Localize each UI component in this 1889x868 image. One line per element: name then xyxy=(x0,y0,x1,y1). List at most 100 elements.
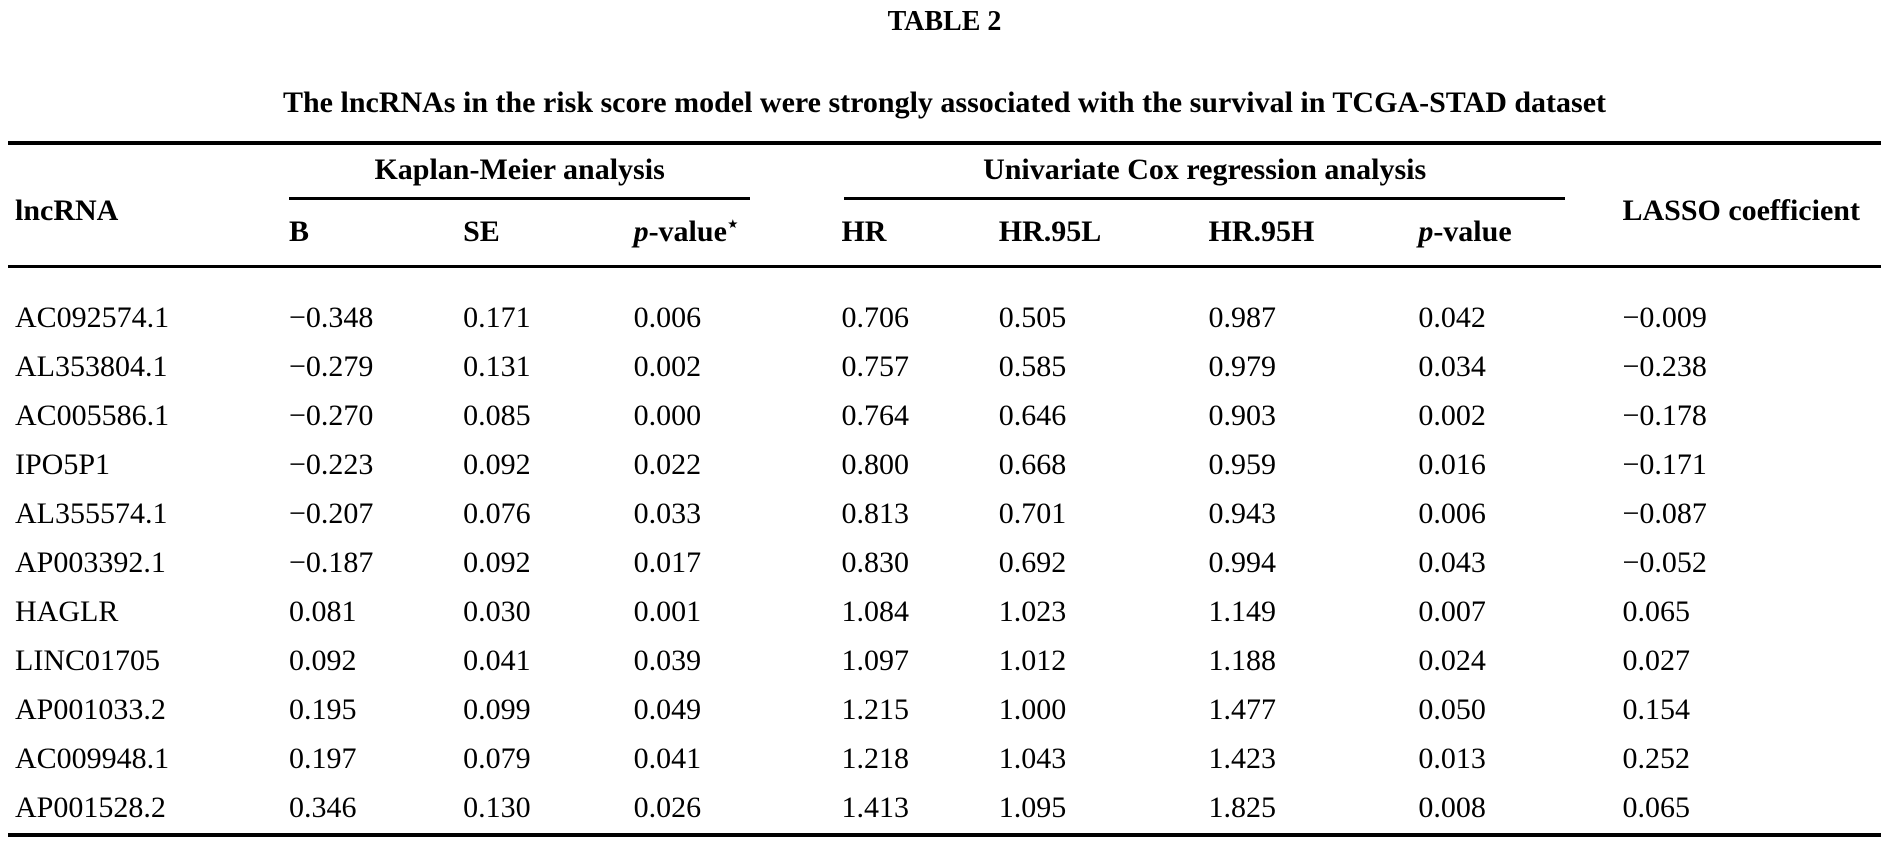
cell-hr95h: 1.477 xyxy=(1208,693,1277,726)
cell-b: 0.081 xyxy=(288,595,357,628)
table-row: LINC01705 0.092 0.041 0.039 1.097 1.012 … xyxy=(8,637,1881,686)
cell-hr95l: 0.585 xyxy=(998,350,1067,383)
cell-hr95h: 0.943 xyxy=(1208,497,1277,530)
cell-lasso-coefficient: −0.171 xyxy=(1622,448,1707,481)
cell-hr95l: 1.012 xyxy=(998,644,1067,677)
cell-p-value-cox: 0.034 xyxy=(1418,350,1486,383)
table-label: TABLE 2 xyxy=(887,6,1002,37)
cell-hr95l: 1.043 xyxy=(998,742,1067,775)
table-header: lncRNA Kaplan-Meier analysis Univariate … xyxy=(8,143,1881,268)
p-value-km-star-superscript: ⋆ xyxy=(726,214,739,236)
cell-lasso-coefficient: 0.154 xyxy=(1622,693,1690,726)
column-subheader-row: B SE p-value⋆ HR HR.95L HR.95H p-value xyxy=(8,200,1881,268)
cell-p-value-km: 0.041 xyxy=(633,742,702,775)
lncrna-survival-table: lncRNA Kaplan-Meier analysis Univariate … xyxy=(8,141,1881,837)
cell-b: 0.195 xyxy=(288,693,357,726)
column-header-se: SE xyxy=(463,200,634,268)
cell-p-value-km: 0.022 xyxy=(633,448,702,481)
cell-p-value-cox: 0.008 xyxy=(1418,791,1486,824)
cell-hr95h: 1.423 xyxy=(1208,742,1277,775)
cell-lncrna: AC005586.1 xyxy=(15,399,170,432)
column-group-kaplan-meier: Kaplan-Meier analysis xyxy=(288,143,842,200)
table-caption: The lncRNAs in the risk score model were… xyxy=(282,86,1607,119)
cell-se: 0.131 xyxy=(463,350,531,383)
cell-b: −0.270 xyxy=(288,399,374,432)
cell-p-value-km: 0.002 xyxy=(633,350,702,383)
cell-hr95l: 1.000 xyxy=(998,693,1067,726)
column-header-b: B xyxy=(288,200,464,268)
table-row: AC092574.1 −0.348 0.171 0.006 0.706 0.50… xyxy=(8,266,1881,343)
column-header-p-value-km: p-value⋆ xyxy=(633,200,842,268)
cell-hr95l: 0.701 xyxy=(998,497,1067,530)
table-row: AL353804.1 −0.279 0.131 0.002 0.757 0.58… xyxy=(8,343,1881,392)
cell-b: 0.346 xyxy=(288,791,357,824)
p-value-cox-rest: -value xyxy=(1433,215,1512,249)
cell-hr95h: 0.994 xyxy=(1208,546,1277,579)
column-header-lasso-coefficient: LASSO coefficient xyxy=(1622,143,1881,268)
cell-hr: 1.413 xyxy=(841,791,909,824)
cox-regression-group-label: Univariate Cox regression analysis xyxy=(983,153,1427,186)
cell-se: 0.076 xyxy=(463,497,531,530)
cell-lncrna: AC092574.1 xyxy=(15,301,170,334)
cell-p-value-km: 0.017 xyxy=(633,546,702,579)
table-row: AC005586.1 −0.270 0.085 0.000 0.764 0.64… xyxy=(8,392,1881,441)
cell-b: −0.348 xyxy=(288,301,374,334)
cell-se: 0.099 xyxy=(463,693,531,726)
cell-p-value-km: 0.049 xyxy=(633,693,702,726)
cell-lncrna: IPO5P1 xyxy=(15,448,111,481)
cell-lasso-coefficient: 0.252 xyxy=(1622,742,1690,775)
cell-hr: 1.097 xyxy=(841,644,909,677)
cell-p-value-km: 0.006 xyxy=(633,301,702,334)
cell-b: −0.279 xyxy=(288,350,374,383)
cell-se: 0.130 xyxy=(463,791,531,824)
column-header-lncrna: lncRNA xyxy=(8,143,289,268)
cell-b: −0.187 xyxy=(288,546,374,579)
table-row: AP001033.2 0.195 0.099 0.049 1.215 1.000… xyxy=(8,686,1881,735)
table-row: HAGLR 0.081 0.030 0.001 1.084 1.023 1.14… xyxy=(8,588,1881,637)
cell-b: −0.207 xyxy=(288,497,374,530)
column-header-hr95h: HR.95H xyxy=(1208,200,1419,268)
cell-hr95l: 0.646 xyxy=(998,399,1067,432)
table-body: AC092574.1 −0.348 0.171 0.006 0.706 0.50… xyxy=(8,266,1881,835)
cell-hr95h: 0.987 xyxy=(1208,301,1277,334)
cell-se: 0.092 xyxy=(463,546,531,579)
cell-hr95l: 0.668 xyxy=(998,448,1067,481)
kaplan-meier-group-label: Kaplan-Meier analysis xyxy=(374,153,665,186)
cell-lasso-coefficient: −0.087 xyxy=(1622,497,1707,530)
cell-lasso-coefficient: 0.027 xyxy=(1622,644,1690,677)
column-group-cox-regression: Univariate Cox regression analysis xyxy=(841,143,1622,200)
cell-b: 0.092 xyxy=(288,644,357,677)
cell-lncrna: AP001033.2 xyxy=(15,693,166,726)
cell-p-value-cox: 0.043 xyxy=(1418,546,1486,579)
cell-se: 0.171 xyxy=(463,301,531,334)
table-row: AL355574.1 −0.207 0.076 0.033 0.813 0.70… xyxy=(8,490,1881,539)
table-row: IPO5P1 −0.223 0.092 0.022 0.800 0.668 0.… xyxy=(8,441,1881,490)
column-header-p-value-cox: p-value xyxy=(1418,200,1623,268)
cell-lasso-coefficient: −0.052 xyxy=(1622,546,1707,579)
cell-p-value-cox: 0.050 xyxy=(1418,693,1486,726)
cell-hr: 0.830 xyxy=(841,546,909,579)
table-row: AC009948.1 0.197 0.079 0.041 1.218 1.043… xyxy=(8,735,1881,784)
cell-lasso-coefficient: −0.238 xyxy=(1622,350,1707,383)
kaplan-meier-group-underline: Kaplan-Meier analysis xyxy=(288,153,751,200)
cox-regression-group-underline: Univariate Cox regression analysis xyxy=(843,153,1566,200)
cell-hr95l: 0.692 xyxy=(998,546,1067,579)
cell-p-value-cox: 0.016 xyxy=(1418,448,1486,481)
cell-lncrna: AC009948.1 xyxy=(15,742,170,775)
cell-lncrna: HAGLR xyxy=(15,595,119,628)
cell-lncrna: AP003392.1 xyxy=(15,546,166,579)
cell-se: 0.041 xyxy=(463,644,531,677)
cell-p-value-km: 0.039 xyxy=(633,644,702,677)
cell-se: 0.085 xyxy=(463,399,531,432)
column-group-row: lncRNA Kaplan-Meier analysis Univariate … xyxy=(8,143,1881,268)
p-value-cox-italic-p: p xyxy=(1418,215,1434,249)
cell-hr95h: 0.959 xyxy=(1208,448,1277,481)
cell-hr: 0.706 xyxy=(841,301,909,334)
cell-lncrna: AL353804.1 xyxy=(15,350,168,383)
cell-hr95l: 1.023 xyxy=(998,595,1067,628)
cell-b: −0.223 xyxy=(288,448,374,481)
cell-hr: 1.215 xyxy=(841,693,909,726)
cell-hr95h: 0.979 xyxy=(1208,350,1277,383)
column-header-hr95l: HR.95L xyxy=(998,200,1209,268)
cell-hr95h: 1.825 xyxy=(1208,791,1277,824)
